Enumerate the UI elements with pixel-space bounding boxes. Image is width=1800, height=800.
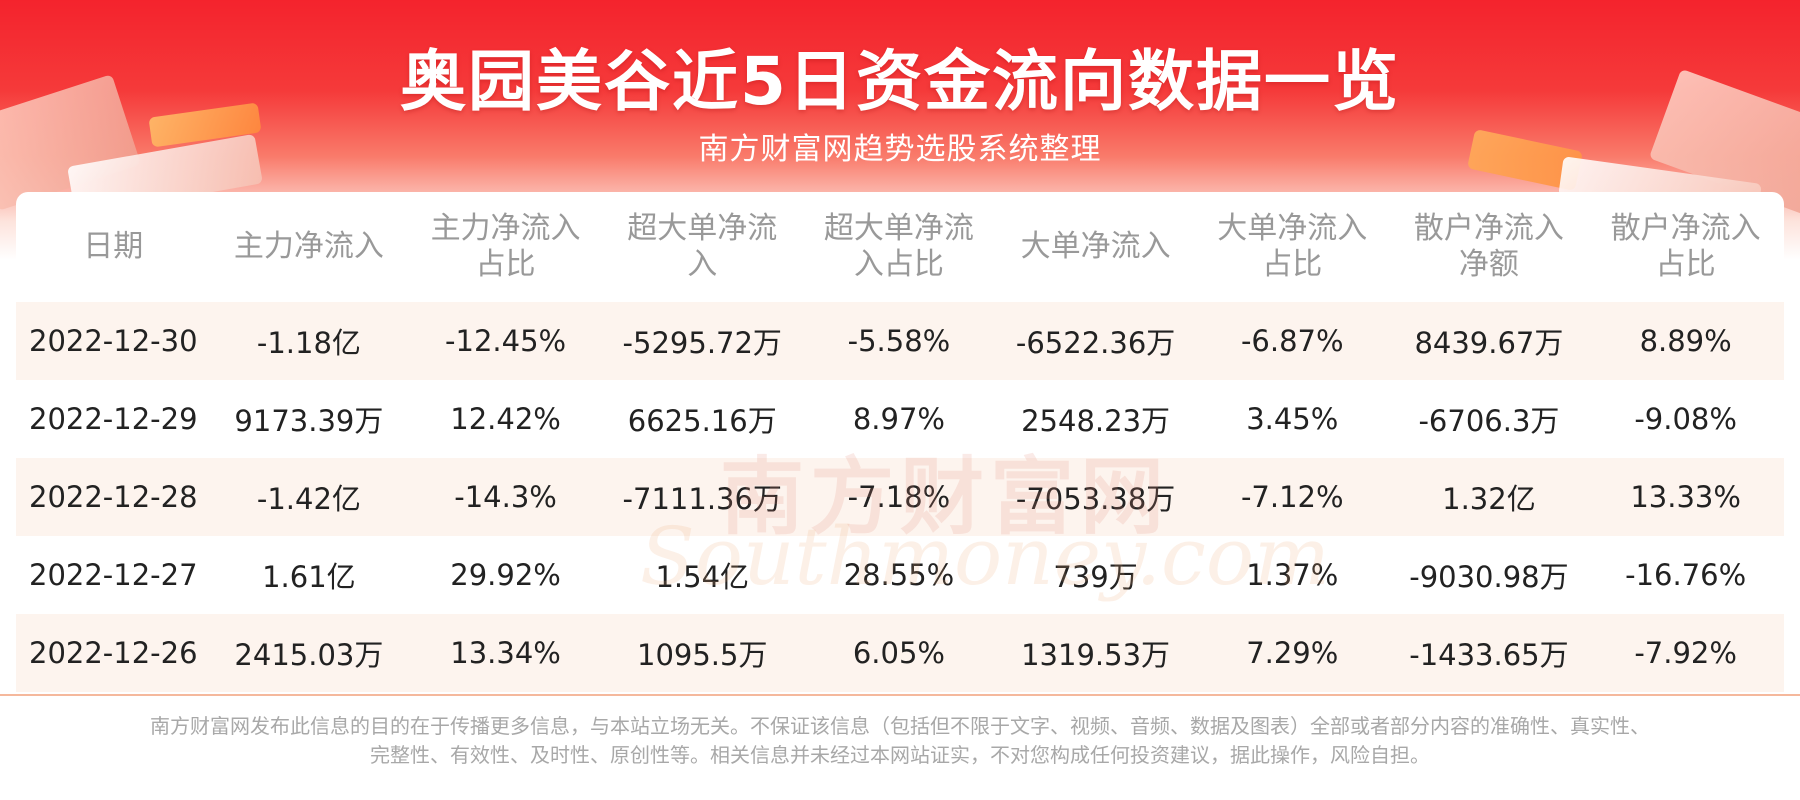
column-header: 散户净流入 净额 <box>1413 211 1564 282</box>
table-cell: 1.54亿 <box>603 536 801 614</box>
fund-flow-table: 日期 主力净流入 主力净流入 占比 超大单净流入 超大单净流 入占比 大单净流入 大… <box>16 192 1784 692</box>
table-cell: -5295.72万 <box>603 302 801 380</box>
disclaimer-line: 完整性、有效性、及时性、原创性等。相关信息并未经过本网站证实，不对您构成任何投资… <box>370 743 1430 767</box>
column-header: 大单净流入 <box>1020 229 1171 264</box>
table-cell: 2022-12-27 <box>16 536 211 614</box>
page-title: 奥园美谷近5日资金流向数据一览 <box>400 43 1400 120</box>
column-header: 超大单净流 入占比 <box>823 211 974 282</box>
table-cell: 1.37% <box>1193 536 1391 614</box>
table-cell: -16.76% <box>1587 536 1784 614</box>
table-cell: -1.18亿 <box>210 302 408 380</box>
table-cell: 8439.67万 <box>1390 302 1588 380</box>
table-cell: -14.3% <box>407 458 604 536</box>
table-cell: -1.42亿 <box>210 458 408 536</box>
table-cell: -12.45% <box>407 302 604 380</box>
table-cell: 8.97% <box>800 380 998 458</box>
table-cell: 29.92% <box>407 536 604 614</box>
table-cell: 12.42% <box>407 380 604 458</box>
table-cell: 2548.23万 <box>997 380 1194 458</box>
table-cell: -7.18% <box>800 458 998 536</box>
table-cell: 3.45% <box>1193 380 1391 458</box>
table-cell: -7.12% <box>1193 458 1391 536</box>
data-table-card: 日期 主力净流入 主力净流入 占比 超大单净流入 超大单净流 入占比 大单净流入 大… <box>16 192 1784 692</box>
page-subtitle: 南方财富网趋势选股系统整理 <box>698 132 1102 167</box>
table-row: 2022-12-30 -1.18亿 -12.45% -5295.72万 -5.5… <box>16 302 1784 380</box>
table-cell: -7.92% <box>1587 614 1784 692</box>
column-header: 主力净流入 占比 <box>430 211 581 282</box>
column-header: 散户净流入 占比 <box>1610 211 1761 282</box>
table-cell: -6706.3万 <box>1390 380 1588 458</box>
table-cell: 2022-12-30 <box>16 302 211 380</box>
table-cell: 1.61亿 <box>210 536 408 614</box>
table-row: 2022-12-29 9173.39万 12.42% 6625.16万 8.97… <box>16 380 1784 458</box>
table-cell: -5.58% <box>800 302 998 380</box>
column-header: 日期 <box>83 229 144 264</box>
table-cell: -7053.38万 <box>997 458 1194 536</box>
table-cell: -9030.98万 <box>1390 536 1588 614</box>
table-cell: 2415.03万 <box>210 614 408 692</box>
table-cell: 7.29% <box>1193 614 1391 692</box>
table-cell: -6.87% <box>1193 302 1391 380</box>
table-cell: 739万 <box>997 536 1194 614</box>
table-cell: 13.34% <box>407 614 604 692</box>
table-cell: 13.33% <box>1587 458 1784 536</box>
disclaimer: 南方财富网发布此信息的目的在于传播更多信息，与本站立场无关。不保证该信息（包括但… <box>60 712 1740 770</box>
table-cell: 2022-12-28 <box>16 458 211 536</box>
column-header: 主力净流入 <box>233 229 384 264</box>
table-cell: -6522.36万 <box>997 302 1194 380</box>
table-cell: -9.08% <box>1587 380 1784 458</box>
table-cell: 6.05% <box>800 614 998 692</box>
table-header-row: 日期 主力净流入 主力净流入 占比 超大单净流入 超大单净流 入占比 大单净流入 大… <box>16 192 1784 302</box>
footer-divider <box>0 694 1800 696</box>
table-cell: 6625.16万 <box>603 380 801 458</box>
table-cell: 1.32亿 <box>1390 458 1588 536</box>
table-cell: -1433.65万 <box>1390 614 1588 692</box>
table-cell: 1095.5万 <box>603 614 801 692</box>
table-cell: 2022-12-29 <box>16 380 211 458</box>
table-cell: -7111.36万 <box>603 458 801 536</box>
table-row: 2022-12-28 -1.42亿 -14.3% -7111.36万 -7.18… <box>16 458 1784 536</box>
table-row: 2022-12-27 1.61亿 29.92% 1.54亿 28.55% 739… <box>16 536 1784 614</box>
table-row: 2022-12-26 2415.03万 13.34% 1095.5万 6.05%… <box>16 614 1784 692</box>
column-header: 超大单净流入 <box>627 211 778 282</box>
table-cell: 9173.39万 <box>210 380 408 458</box>
table-cell: 8.89% <box>1587 302 1784 380</box>
column-header: 大单净流入 占比 <box>1217 211 1368 282</box>
table-cell: 1319.53万 <box>997 614 1194 692</box>
table-cell: 28.55% <box>800 536 998 614</box>
disclaimer-line: 南方财富网发布此信息的目的在于传播更多信息，与本站立场无关。不保证该信息（包括但… <box>150 714 1650 738</box>
table-cell: 2022-12-26 <box>16 614 211 692</box>
